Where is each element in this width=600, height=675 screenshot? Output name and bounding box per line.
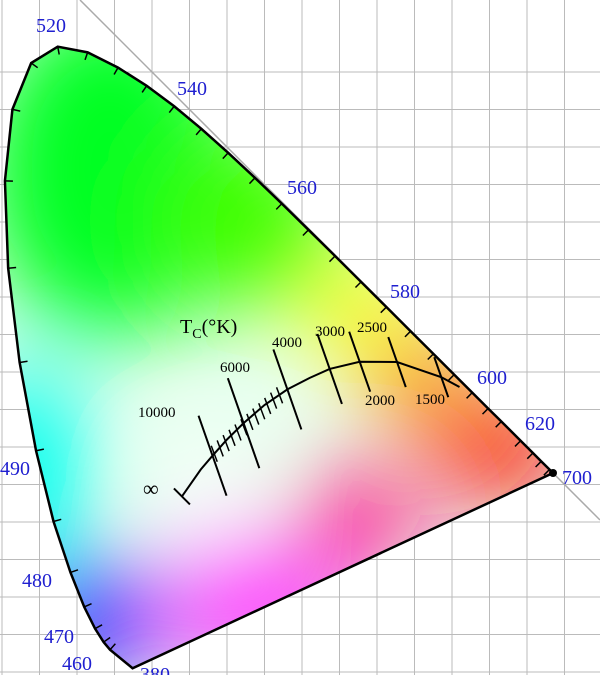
wavelength-label: 700 [562, 467, 592, 489]
iso-line [173, 487, 191, 506]
locus-tick [19, 360, 28, 364]
iso-tick [216, 440, 224, 457]
wavelength-label: 460 [62, 653, 92, 675]
locus-tick [222, 152, 229, 160]
title-sub: C [192, 327, 201, 342]
locus-tick [94, 624, 103, 630]
iso-tick [222, 434, 230, 452]
iso-line [226, 377, 261, 469]
temperature-label: 3000 [315, 324, 345, 340]
locus-tick [84, 52, 89, 61]
locus-tick [543, 468, 551, 476]
wavelength-label: 520 [36, 15, 66, 37]
wavelength-label: 470 [44, 626, 74, 648]
locus-tick [447, 374, 455, 381]
locus-tick [35, 448, 45, 452]
temperature-label: 6000 [220, 360, 250, 376]
locus-tick [466, 392, 473, 399]
iso-line [197, 415, 228, 497]
locus-tick [481, 407, 489, 415]
iso-tick [210, 445, 218, 463]
locus-tick [12, 108, 21, 112]
locus-tick [56, 46, 60, 55]
locus-tick [380, 306, 387, 314]
locus-tick [328, 255, 336, 263]
iso-tick [252, 408, 260, 425]
locus-tick [103, 636, 111, 643]
temperature-label: 1500 [415, 392, 445, 408]
spectral-locus [3, 45, 556, 670]
wavelength-label: 580 [390, 281, 420, 303]
locus-tick [83, 603, 92, 608]
iso-tick [269, 392, 278, 409]
iso-tick [258, 402, 266, 420]
infinity-label: ∞ [143, 476, 159, 501]
temperature-label: 10000 [138, 405, 176, 421]
iso-line [316, 333, 343, 405]
wavelength-label: 620 [525, 413, 555, 435]
iso-tick [246, 413, 254, 431]
temperature-label: 4000 [272, 335, 302, 351]
iso-tick [228, 429, 236, 447]
title-unit: (°K) [202, 316, 238, 338]
temperature-label: 2000 [365, 393, 395, 409]
isotemperature-lines [173, 331, 450, 506]
locus-ticks [4, 46, 551, 651]
wavelength-label: 380 [140, 664, 170, 675]
wavelength-label: 490 [0, 458, 30, 480]
locus-tick [495, 420, 502, 428]
iso-tick [240, 418, 248, 436]
iso-tick [234, 424, 242, 441]
iso-line [272, 349, 303, 430]
temperature-label: 2500 [357, 320, 387, 336]
locus-tick [404, 330, 412, 338]
locus-tick [354, 281, 362, 289]
locus-tick [168, 105, 175, 114]
wavelength-label: 480 [22, 570, 52, 592]
locus-tick [141, 85, 148, 93]
locus-tick [195, 128, 202, 136]
iso-line [433, 356, 450, 398]
locus-tick [302, 229, 310, 237]
iso-line [387, 336, 407, 388]
locus-title: TC(°K) [180, 316, 237, 342]
locus-tick [113, 67, 119, 75]
iso-line [348, 331, 372, 393]
wavelength-label: 540 [177, 78, 207, 100]
locus-tick [109, 643, 116, 651]
wavelength-label: 600 [477, 367, 507, 389]
locus-tick [427, 353, 434, 361]
locus-tick [70, 569, 79, 574]
locus-tick [526, 452, 534, 460]
locus-tick [535, 460, 542, 468]
end-dot [549, 469, 557, 477]
locus-tick [30, 62, 39, 69]
wavelength-label: 560 [287, 177, 317, 199]
locus-tick [53, 518, 62, 523]
locus-tick [275, 203, 283, 210]
locus-tick [8, 266, 17, 269]
title-main: T [180, 316, 192, 338]
locus-tick [248, 177, 256, 185]
iso-tick [263, 397, 272, 415]
locus-tick [514, 440, 522, 447]
iso-tick [275, 387, 284, 404]
